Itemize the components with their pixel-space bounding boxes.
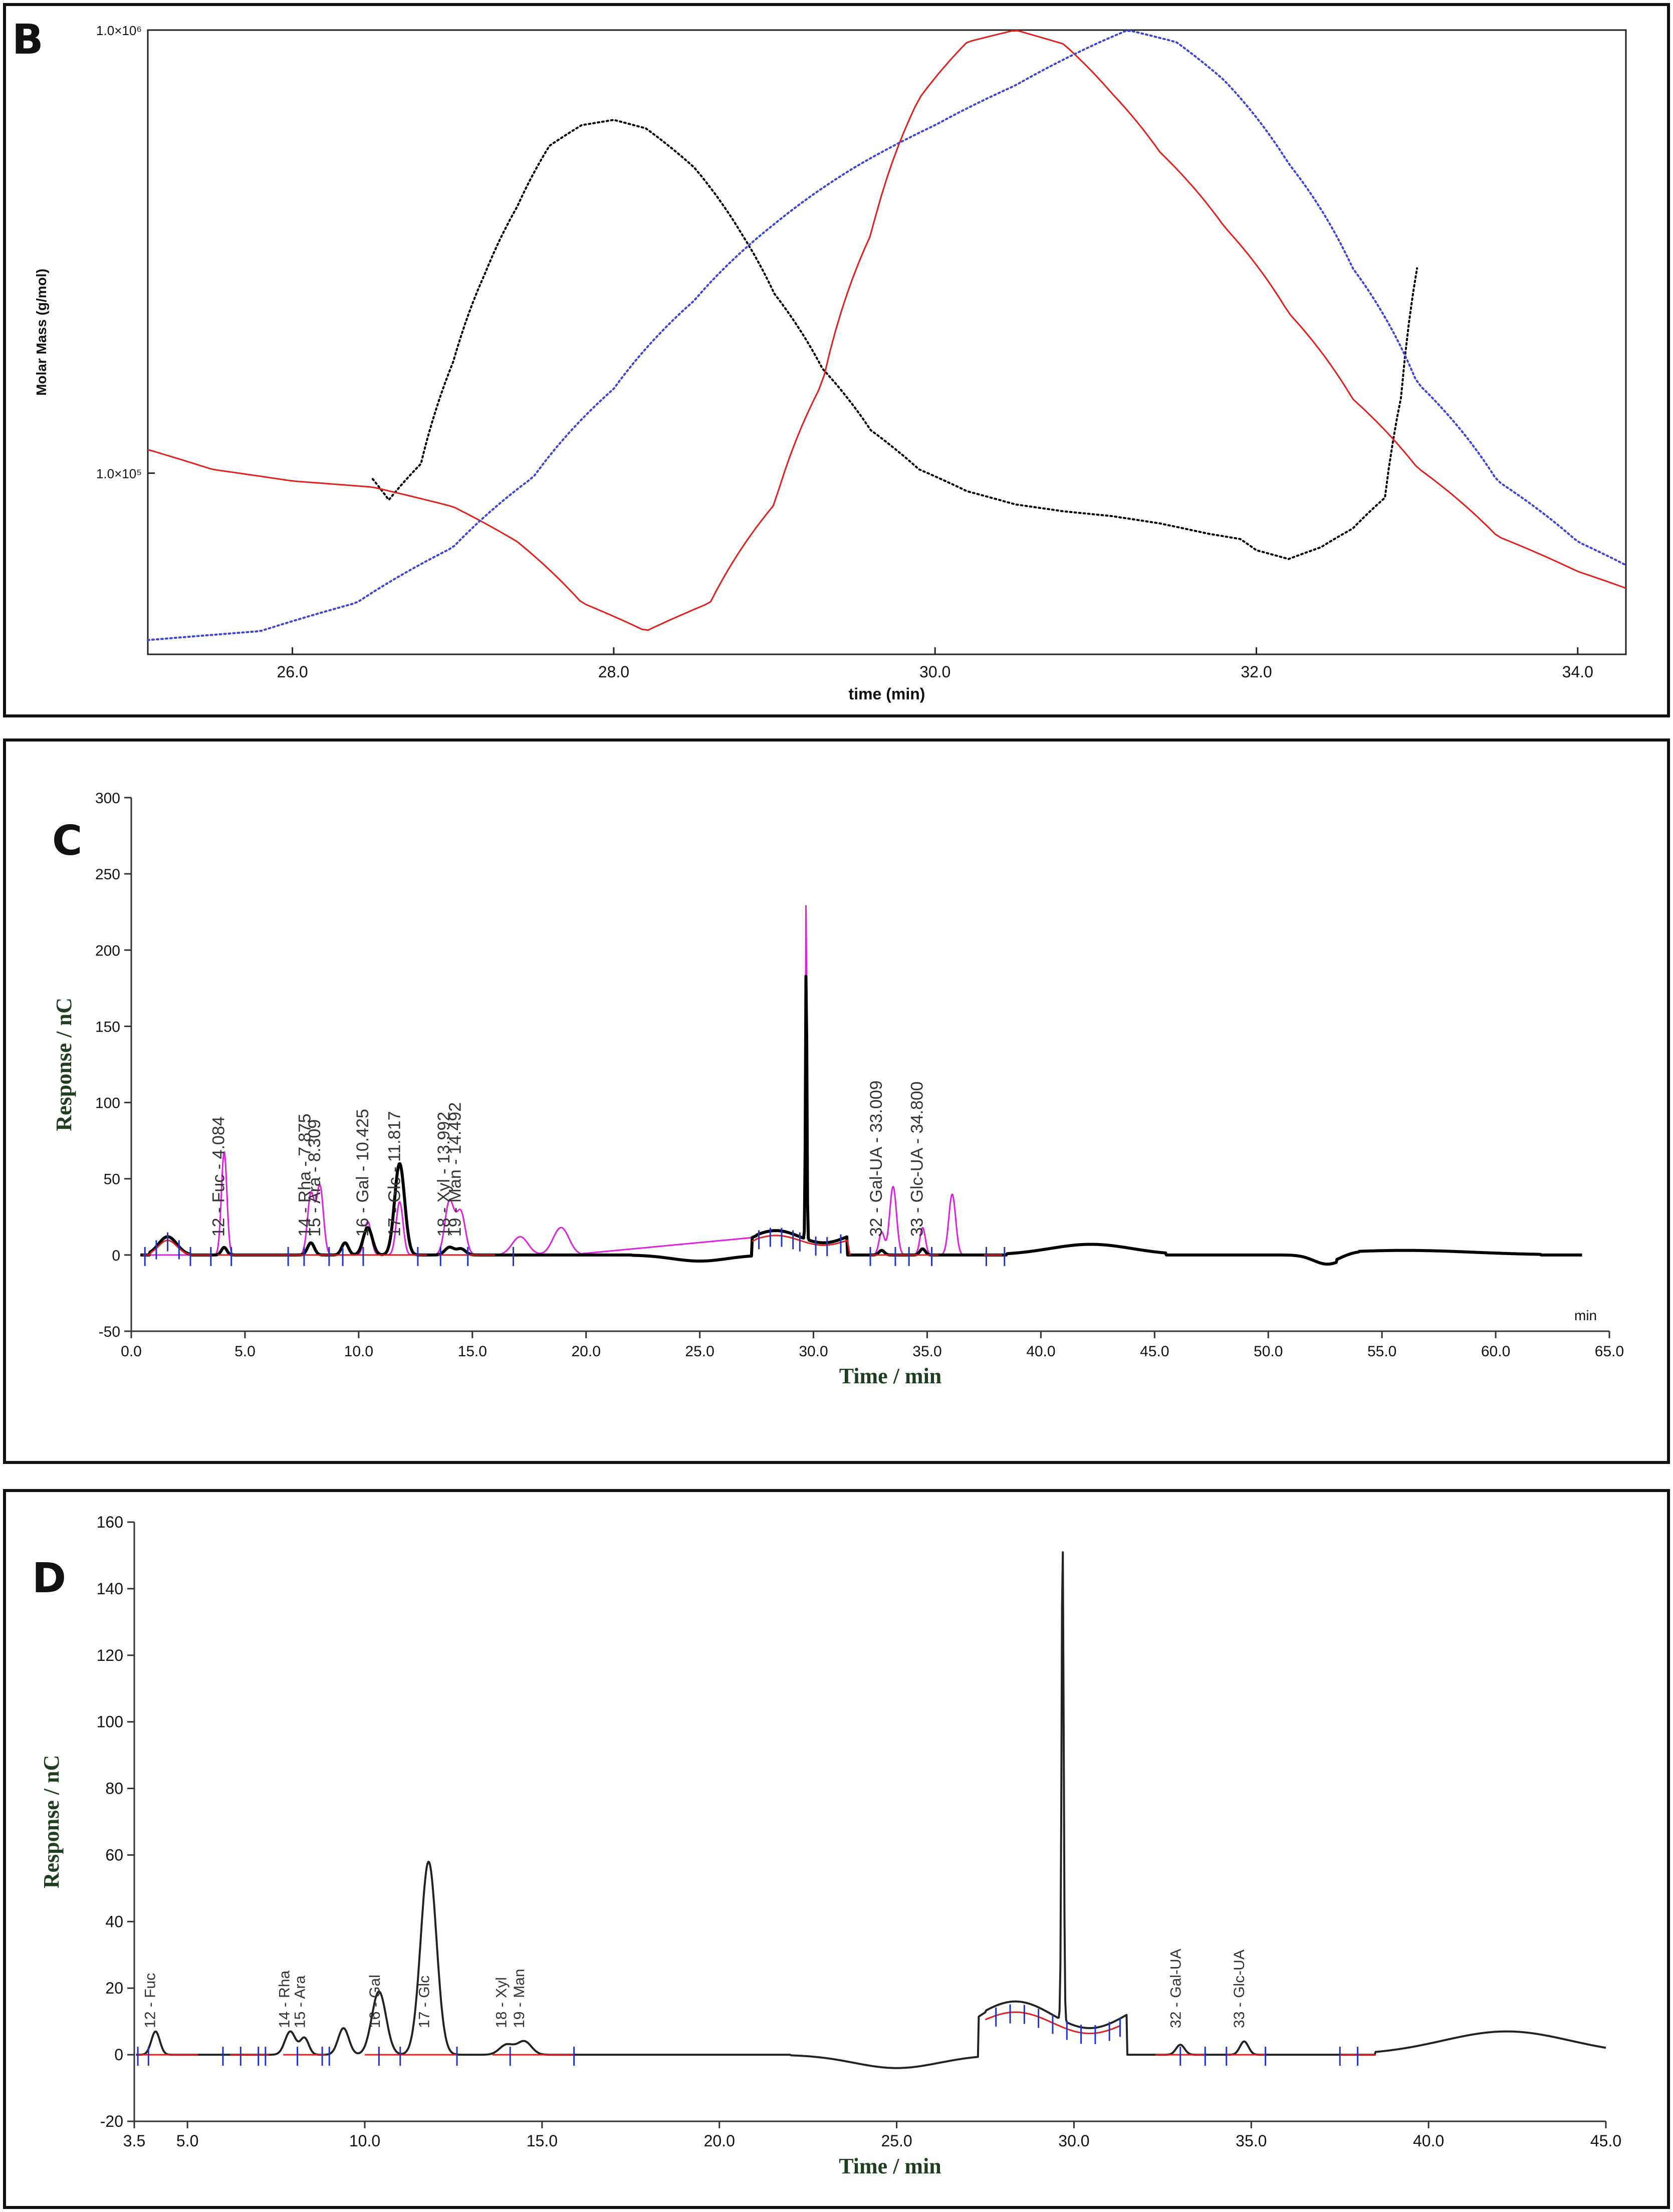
y-tick-label: 0 [112, 1248, 120, 1264]
x-tick-label: 55.0 [1367, 1343, 1396, 1360]
unit-label: min [1574, 1308, 1597, 1323]
peak-label: 15 - Ara - 8.309 [305, 1119, 324, 1237]
peak-label: 12 - Fuc - 4.084 [209, 1116, 228, 1237]
y-tick-label: 60 [105, 1846, 123, 1864]
panel-c: 0.0 5.0 10.0 15.0 20.0 25.0 30.0 35.0 40.0 45.0 50… [3, 739, 1670, 1464]
x-tick-label: 20.0 [571, 1343, 600, 1360]
peak-label: 19 - Man - 14.492 [446, 1102, 465, 1237]
peak-label: 32 - Gal-UA - 33.009 [867, 1081, 886, 1237]
y-tick-label: 100 [97, 1713, 123, 1731]
x-tick-label: 5.0 [234, 1343, 256, 1360]
x-tick-label: 35.0 [1236, 2132, 1267, 2150]
chromatogram-d-chart: 3.5 5.0 10.0 15.0 20.0 25.0 30.0 35.0 40.0 45.0 -2… [32, 1513, 1621, 2178]
peak-label: 16 - Gal [367, 1975, 383, 2028]
peak-label: 33 - Glc-UA - 34.800 [907, 1081, 926, 1237]
peak-label: 17 - Glc [416, 1976, 433, 2028]
peak-label: 33 - Glc-UA [1231, 1949, 1248, 2028]
x-tick-label: 30.0 [799, 1343, 828, 1360]
x-tick-label: 0.0 [121, 1343, 142, 1360]
x-tick-label: 15.0 [458, 1343, 487, 1360]
y-tick-label: 200 [95, 942, 120, 959]
molar-mass-chart: B 26.0 28.0 30.0 32.0 34.0 1.0×10⁶ 1.0×10⁵ time … [12, 16, 1627, 703]
panel-label: D [32, 1555, 66, 1602]
peak-label: 32 - Gal-UA [1167, 1949, 1184, 2028]
x-axis-title: Time / min [839, 2154, 941, 2178]
x-tick-label: 20.0 [704, 2132, 735, 2150]
y-axis-title: Molar Mass (g/mol) [34, 269, 49, 396]
x-tick-label: 40.0 [1026, 1343, 1055, 1360]
y-tick-label: 250 [95, 866, 120, 883]
x-tick-label: 30.0 [1058, 2132, 1089, 2150]
y-axis-title: Response / nC [39, 1755, 64, 1889]
peak-label: 14 - Rha - 7.875 [295, 1114, 314, 1237]
panel-label: C [52, 817, 82, 865]
series-baseline [142, 1240, 211, 1256]
plot-frame [147, 29, 1627, 655]
y-tick-label: 1.0×10⁵ [96, 466, 142, 481]
y-tick-label: 100 [95, 1095, 120, 1112]
y-axis-title: Response / nC [52, 998, 76, 1131]
y-tick-label: 160 [97, 1513, 123, 1531]
y-tick-label: 20 [105, 1979, 123, 1997]
x-tick-label: 40.0 [1413, 2132, 1444, 2150]
peak-label: 18 - Xyl [494, 1977, 510, 2028]
y-tick-label: 80 [105, 1780, 123, 1798]
peak-label: 14 - Rha [277, 1971, 293, 2028]
peak-label: 15 - Ara [292, 1976, 308, 2028]
y-tick-label: 300 [95, 790, 120, 807]
x-tick-label: 32.0 [1241, 663, 1272, 681]
x-tick-label: 25.0 [881, 2132, 912, 2150]
panel-d: 3.5 5.0 10.0 15.0 20.0 25.0 30.0 35.0 40.0 45.0 -2… [3, 1489, 1670, 2209]
y-tick-label: 150 [95, 1019, 120, 1035]
series-molar-mass [371, 119, 1418, 560]
y-tick-label: 140 [97, 1580, 123, 1598]
panel-label: B [12, 16, 44, 64]
x-tick-label: 45.0 [1140, 1343, 1169, 1360]
y-tick-label: 120 [97, 1646, 123, 1664]
x-tick-label: 10.0 [349, 2132, 380, 2150]
x-tick-label: 3.5 [123, 2132, 145, 2150]
y-tick-label: 1.0×10⁶ [96, 23, 142, 38]
peak-label: 17 - Glc - 11.817 [385, 1111, 404, 1237]
y-tick-label: -20 [100, 2112, 123, 2130]
chromatogram-c-chart: 0.0 5.0 10.0 15.0 20.0 25.0 30.0 35.0 40.0 45.0 50… [52, 790, 1624, 1388]
series-signal-red [147, 30, 1626, 631]
x-tick-label: 30.0 [919, 663, 950, 681]
x-tick-label: 65.0 [1595, 1343, 1624, 1360]
x-axis-title: Time / min [839, 1364, 942, 1388]
y-tick-label: 40 [105, 1912, 123, 1930]
x-tick-label: 25.0 [685, 1343, 714, 1360]
x-tick-label: 28.0 [598, 663, 629, 681]
x-tick-label: 50.0 [1254, 1343, 1283, 1360]
peak-label: 18 - Xyl - 13.992 [434, 1112, 453, 1237]
x-tick-label: 5.0 [176, 2132, 198, 2150]
x-axis-title: time (min) [849, 685, 925, 703]
panel-b: B 26.0 28.0 30.0 32.0 34.0 1.0×10⁶ 1.0×10⁵ time … [3, 3, 1670, 717]
series-signal-blue [147, 30, 1627, 641]
series-sample [136, 1551, 1606, 2069]
peak-label: 19 - Man [511, 1969, 528, 2028]
peak-label: 16 - Gal - 10.425 [353, 1109, 372, 1237]
x-tick-label: 15.0 [527, 2132, 558, 2150]
series-baseline [752, 1235, 851, 1256]
y-tick-label: -50 [99, 1324, 120, 1340]
y-tick-label: 0 [114, 2046, 123, 2064]
x-tick-label: 45.0 [1590, 2132, 1621, 2150]
x-tick-label: 60.0 [1481, 1343, 1510, 1360]
x-tick-label: 10.0 [344, 1343, 373, 1360]
x-tick-label: 34.0 [1562, 663, 1593, 681]
x-tick-label: 26.0 [277, 663, 308, 681]
x-tick-label: 35.0 [912, 1343, 941, 1360]
y-tick-label: 50 [104, 1171, 120, 1188]
peak-label: 12 - Fuc [142, 1973, 158, 2028]
